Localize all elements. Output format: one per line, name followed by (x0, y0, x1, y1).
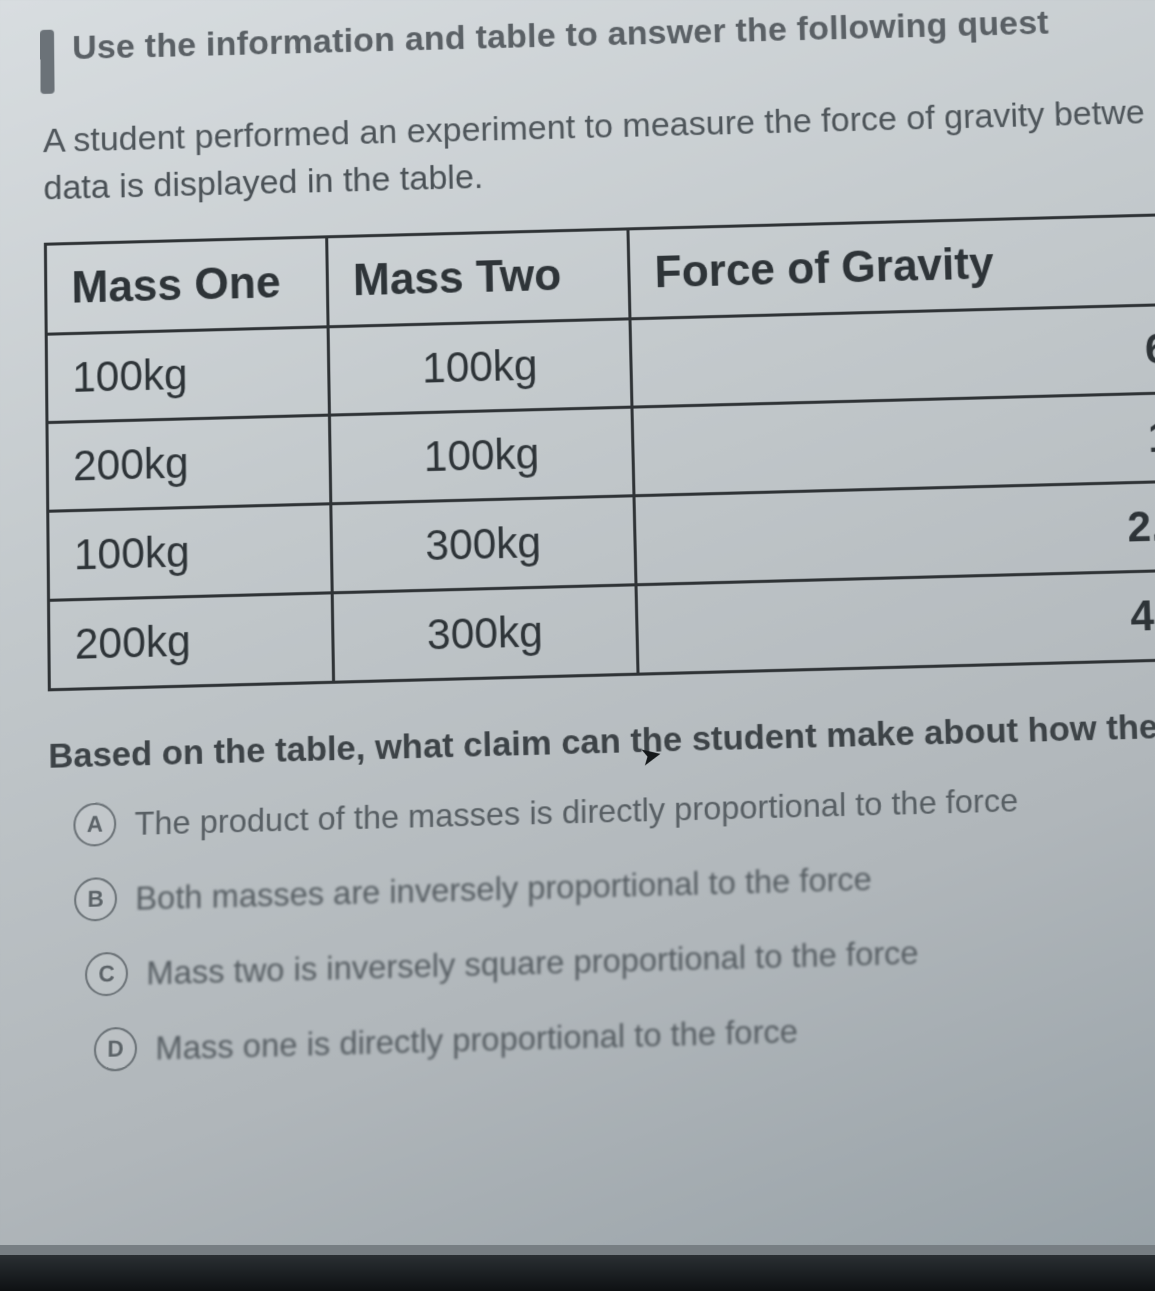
col-header-mass-two: Mass Two (327, 229, 630, 327)
cell-mass-one: 100kg (46, 327, 329, 423)
option-text: Mass one is directly proportional to the… (155, 1012, 798, 1068)
instruction-text: Use the information and table to answer … (72, 4, 1049, 69)
page-content: Use the information and table to answer … (40, 0, 1155, 1073)
cell-mass-one: 100kg (48, 504, 332, 601)
option-b[interactable]: B Both masses are inversely proportional… (74, 843, 1155, 921)
cell-mass-one: 200kg (49, 593, 334, 690)
option-a[interactable]: A The product of the masses is directly … (73, 769, 1155, 847)
option-letter: C (85, 952, 128, 997)
option-letter: D (94, 1027, 137, 1072)
cell-force: 6.67x (630, 302, 1155, 407)
cell-mass-two: 100kg (329, 407, 634, 504)
cell-mass-two: 300kg (332, 585, 638, 682)
cell-force: 4.00x1 (636, 568, 1155, 674)
cell-force: 2.00x1 (634, 479, 1155, 584)
col-header-force: Force of Gravity (628, 213, 1155, 319)
question-stem: Based on the table, what claim can the s… (48, 702, 1155, 777)
col-header-mass-one: Mass One (45, 237, 328, 334)
cell-mass-two: 100kg (328, 319, 632, 415)
option-d[interactable]: D Mass one is directly proportional to t… (94, 993, 1155, 1071)
cell-mass-two: 300kg (331, 496, 636, 593)
laptop-hinge (0, 1245, 1155, 1255)
option-letter: A (73, 802, 116, 847)
option-text: Both masses are inversely proportional t… (135, 859, 872, 917)
option-letter: B (74, 877, 117, 922)
accent-bar (40, 30, 55, 94)
cell-mass-one: 200kg (47, 415, 331, 511)
options-list: A The product of the masses is directly … (73, 769, 1155, 1072)
laptop-bezel (0, 1255, 1155, 1291)
cell-force: 1.34x (632, 391, 1155, 496)
option-text: The product of the masses is directly pr… (134, 781, 1018, 843)
option-text: Mass two is inversely square proportiona… (146, 933, 919, 992)
instruction-row: Use the information and table to answer … (40, 0, 1155, 94)
option-c[interactable]: C Mass two is inversely square proportio… (85, 918, 1155, 996)
data-table: Mass One Mass Two Force of Gravity 100kg… (44, 211, 1155, 691)
